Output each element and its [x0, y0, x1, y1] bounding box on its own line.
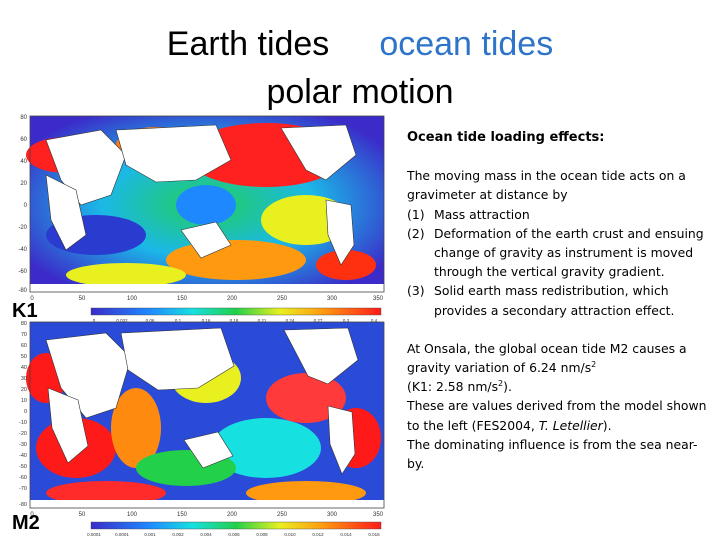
- lon-tick: 100: [127, 296, 138, 302]
- panel-intro: The moving mass in the ocean tide acts o…: [407, 168, 686, 203]
- colorbar-tick: 0.1: [175, 318, 182, 323]
- lat-tick: 80: [21, 321, 27, 327]
- list-number: (3): [407, 283, 425, 299]
- lat-tick: -20: [18, 225, 27, 231]
- lat-tick: -30: [19, 442, 27, 448]
- lat-tick: 40: [20, 159, 27, 165]
- lon-tick: 0: [30, 296, 34, 302]
- onsala-m2-text: At Onsala, the global ocean tide M2 caus…: [407, 340, 687, 376]
- lat-tick: 0: [24, 203, 28, 209]
- lat-tick: 10: [21, 398, 27, 404]
- slide-title-line2: polar motion: [266, 73, 454, 111]
- colorbar-tick: 0.014: [340, 532, 352, 537]
- lat-tick: 70: [21, 332, 27, 338]
- list-item: (1) Mass attraction: [407, 205, 707, 224]
- title-ocean-tides: ocean tides: [379, 25, 554, 63]
- lat-tick: -80: [18, 288, 27, 294]
- slide-title-line1: Earth tides ocean tides: [0, 24, 720, 64]
- lon-tick: 100: [127, 512, 138, 518]
- unit-superscript: 2: [498, 379, 504, 389]
- panel-heading: Ocean tide loading effects:: [407, 130, 605, 145]
- lat-tick: 60: [20, 137, 27, 143]
- colorbar-tick: 0.21: [258, 318, 267, 323]
- list-text: Mass attraction: [434, 206, 530, 222]
- lat-tick: -60: [19, 475, 27, 481]
- lon-tick: 350: [373, 512, 384, 518]
- lat-tick: 80: [20, 115, 27, 121]
- lon-tick: 250: [277, 512, 288, 518]
- colorbar-tick: 0.004: [200, 532, 212, 537]
- lon-tick: 50: [79, 512, 86, 518]
- k1-ocean-tide-map: 80 60 40 20 0 -20 -40 -60 -80 0 50 100 1…: [18, 115, 385, 323]
- lat-tick: 20: [21, 387, 27, 393]
- colorbar-tick: 0.27: [314, 318, 323, 323]
- lat-tick: -40: [19, 453, 27, 459]
- model-source-text: These are values derived from the model …: [407, 398, 707, 433]
- unit-superscript: 2: [591, 359, 597, 369]
- lat-tick: -70: [19, 486, 27, 492]
- colorbar-tick: 0.4: [371, 318, 378, 323]
- effects-list: (1) Mass attraction (2) Deformation of the…: [407, 205, 707, 320]
- lat-tick: -50: [19, 464, 27, 470]
- lat-tick: 30: [21, 376, 27, 382]
- lat-tick: -80: [19, 502, 27, 508]
- colorbar-tick: 0: [93, 318, 96, 323]
- lon-tick: 300: [327, 512, 338, 518]
- colorbar-tick: 0.032: [116, 318, 128, 323]
- lat-tick: -40: [18, 247, 27, 253]
- dominating-influence-text: The dominating influence is from the sea…: [407, 436, 698, 472]
- lon-tick: 350: [373, 296, 384, 302]
- lat-tick: 40: [21, 365, 27, 371]
- colorbar-tick: 0.006: [228, 532, 240, 537]
- list-number: (2): [407, 225, 425, 241]
- colorbar-tick: 0.0001: [87, 532, 101, 537]
- lon-tick: 50: [79, 296, 86, 302]
- lon-tick: 250: [277, 296, 288, 302]
- lat-tick: -60: [18, 269, 27, 275]
- m2-map-label: M2: [12, 512, 40, 534]
- lat-tick: -20: [19, 431, 27, 437]
- lat-tick: 60: [21, 343, 27, 349]
- list-text: Solid earth mass redistribution, which p…: [434, 283, 675, 318]
- k1-colorbar: [90, 307, 382, 316]
- list-item: (3) Solid earth mass redistribution, whic…: [407, 281, 707, 319]
- colorbar-tick: 0.016: [368, 532, 380, 537]
- lon-tick: 300: [327, 296, 338, 302]
- lon-tick: 0: [30, 512, 34, 518]
- m2-ocean-tide-map: 80 70 60 50 40 30 20 10 0 -10 -20 -30 -4…: [19, 321, 385, 537]
- colorbar-tick: 0.06: [146, 318, 155, 323]
- colorbar-tick: 0.010: [284, 532, 296, 537]
- title-earth-tides: Earth tides: [166, 25, 330, 63]
- colorbar-tick: 0.008: [256, 532, 268, 537]
- lat-tick: 20: [20, 181, 27, 187]
- colorbar-tick: 0.002: [172, 532, 184, 537]
- list-item: (2) Deformation of the earth crust and en…: [407, 224, 707, 282]
- list-number: (1): [407, 206, 425, 222]
- ocean-tide-loading-panel: Ocean tide loading effects: The moving m…: [407, 128, 707, 473]
- lon-tick: 200: [227, 296, 238, 302]
- k1-map-label: K1: [12, 300, 38, 322]
- lon-tick: 150: [177, 512, 188, 518]
- colorbar-tick: 0.001: [144, 532, 156, 537]
- k1-value-text: (K1: 2.58 nm/s: [407, 379, 499, 395]
- m2-colorbar: [90, 521, 382, 530]
- lat-tick: -10: [19, 420, 27, 426]
- onsala-paragraph: At Onsala, the global ocean tide M2 caus…: [407, 339, 707, 473]
- list-text: Deformation of the earth crust and ensui…: [434, 225, 704, 280]
- colorbar-tick: 0.16: [202, 318, 211, 323]
- lon-tick: 200: [227, 512, 238, 518]
- lon-tick: 150: [177, 296, 188, 302]
- model-source-end: ).: [602, 417, 612, 433]
- colorbar-tick: 0.0001: [115, 532, 129, 537]
- lat-tick: 50: [21, 354, 27, 360]
- k1-value-end: ).: [503, 379, 512, 395]
- colorbar-tick: 0.24: [286, 318, 295, 323]
- lat-tick: 0: [24, 409, 27, 415]
- colorbar-tick: 0.18: [230, 318, 239, 323]
- model-author: T. Letellier: [538, 417, 603, 433]
- colorbar-tick: 0.3: [343, 318, 350, 323]
- colorbar-tick: 0.012: [312, 532, 324, 537]
